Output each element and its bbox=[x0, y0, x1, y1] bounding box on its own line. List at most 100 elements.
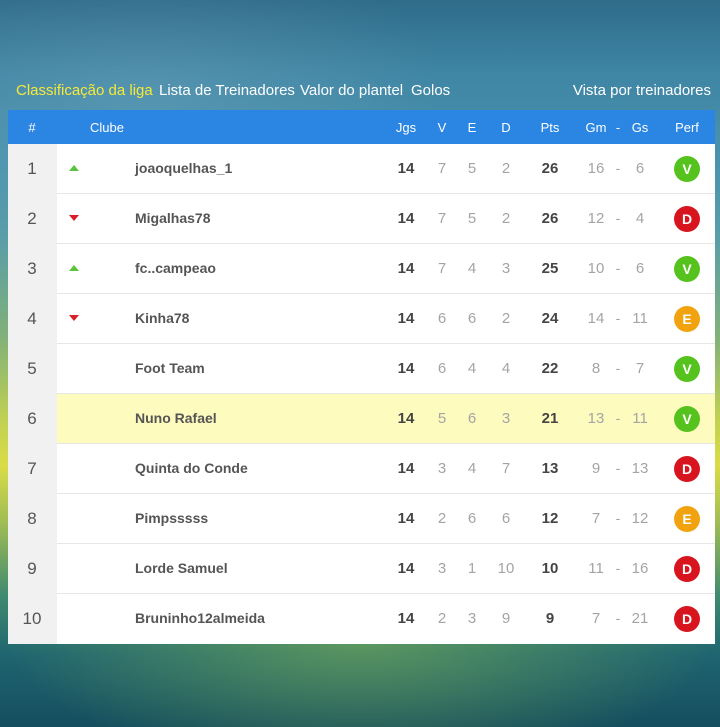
goals-separator: - bbox=[615, 260, 621, 276]
trend-down-icon bbox=[69, 315, 79, 321]
goals-for: 11 bbox=[588, 560, 604, 577]
rank-cell bbox=[8, 294, 57, 344]
games-played: 14 bbox=[397, 210, 415, 227]
table-row[interactable]: 5 Foot Team 14 6 4 4 22 8-7 V bbox=[8, 344, 715, 394]
table-row[interactable]: 2 Migalhas78 14 7 5 2 26 12-4 D bbox=[8, 194, 715, 244]
goals-separator: - bbox=[615, 160, 621, 176]
rank-number: 10 bbox=[22, 609, 42, 628]
table-row[interactable]: 9 Lorde Samuel 14 3 1 10 10 11-16 D bbox=[8, 544, 715, 594]
goals-against: 6 bbox=[635, 260, 645, 277]
table-row[interactable]: 6 Nuno Rafael 14 5 6 3 21 13-11 V bbox=[8, 394, 715, 444]
header-club: Clube bbox=[90, 120, 124, 135]
header-points: Pts bbox=[540, 120, 560, 135]
form-badge: D bbox=[674, 556, 700, 582]
trend-up-icon bbox=[69, 265, 79, 271]
points: 24 bbox=[541, 310, 559, 327]
rank-number: 8 bbox=[27, 509, 37, 528]
club-name[interactable]: Bruninho12almeida bbox=[135, 610, 265, 626]
goals-separator: - bbox=[615, 460, 621, 476]
games-played: 14 bbox=[397, 510, 415, 527]
points: 10 bbox=[541, 560, 559, 577]
highlight-background bbox=[57, 394, 715, 443]
points: 26 bbox=[541, 160, 559, 177]
club-name[interactable]: Lorde Samuel bbox=[135, 560, 228, 576]
view-by-coaches-link[interactable]: Vista por treinadores bbox=[572, 82, 711, 99]
points: 25 bbox=[541, 260, 559, 277]
losses: 7 bbox=[501, 460, 511, 477]
tab-league-standings[interactable]: Classificação da liga bbox=[16, 82, 153, 99]
points: 9 bbox=[545, 610, 555, 627]
draws: 1 bbox=[467, 560, 477, 577]
games-played: 14 bbox=[397, 260, 415, 277]
wins: 7 bbox=[437, 260, 447, 277]
header-separator: - bbox=[615, 120, 621, 135]
league-nav: Classificação da liga Lista de Treinador… bbox=[0, 82, 720, 102]
form-badge: V bbox=[674, 356, 700, 382]
club-name[interactable]: Nuno Rafael bbox=[135, 410, 217, 426]
draws: 4 bbox=[467, 260, 477, 277]
form-badge: E bbox=[674, 506, 700, 532]
wins: 7 bbox=[437, 160, 447, 177]
losses: 2 bbox=[501, 210, 511, 227]
table-row[interactable]: 3 fc..campeao 14 7 4 3 25 10-6 V bbox=[8, 244, 715, 294]
club-name[interactable]: fc..campeao bbox=[135, 260, 216, 276]
club-name[interactable]: Migalhas78 bbox=[135, 210, 211, 226]
club-name[interactable]: Quinta do Conde bbox=[135, 460, 248, 476]
goals-for: 7 bbox=[591, 510, 601, 527]
table-row[interactable]: 4 Kinha78 14 6 6 2 24 14-11 E bbox=[8, 294, 715, 344]
wins: 3 bbox=[437, 460, 447, 477]
wins: 3 bbox=[437, 560, 447, 577]
losses: 6 bbox=[501, 510, 511, 527]
points: 26 bbox=[541, 210, 559, 227]
games-played: 14 bbox=[397, 310, 415, 327]
rank-cell bbox=[8, 444, 57, 494]
form-badge: V bbox=[674, 406, 700, 432]
goals-for: 16 bbox=[587, 160, 605, 177]
losses: 4 bbox=[501, 360, 511, 377]
tab-squad-value[interactable]: Valor do plantel bbox=[300, 82, 404, 99]
rank-cell bbox=[8, 194, 57, 244]
rank-cell bbox=[8, 494, 57, 544]
form-badge: D bbox=[674, 606, 700, 632]
draws: 4 bbox=[467, 360, 477, 377]
form-badge: D bbox=[674, 206, 700, 232]
row-divider bbox=[57, 343, 715, 344]
games-played: 14 bbox=[397, 360, 415, 377]
form-badge: V bbox=[674, 256, 700, 282]
goals-separator: - bbox=[615, 410, 621, 426]
rank-number: 7 bbox=[27, 459, 37, 478]
header-goals-against: Gs bbox=[631, 120, 649, 135]
draws: 3 bbox=[467, 610, 477, 627]
row-divider bbox=[57, 293, 715, 294]
table-row[interactable]: 1 joaoquelhas_1 14 7 5 2 26 16-6 V bbox=[8, 144, 715, 194]
draws: 5 bbox=[467, 210, 477, 227]
points: 22 bbox=[541, 360, 559, 377]
table-row[interactable]: 10 Bruninho12almeida 14 2 3 9 9 7-21 D bbox=[8, 594, 715, 644]
games-played: 14 bbox=[397, 410, 415, 427]
wins: 6 bbox=[437, 310, 447, 327]
rank-number: 3 bbox=[27, 259, 37, 278]
wins: 6 bbox=[437, 360, 447, 377]
rank-cell bbox=[8, 244, 57, 294]
tab-coaches-list[interactable]: Lista de Treinadores bbox=[159, 82, 295, 99]
points: 13 bbox=[541, 460, 559, 477]
header-rank: # bbox=[28, 120, 36, 135]
row-divider bbox=[57, 193, 715, 194]
club-name[interactable]: Kinha78 bbox=[135, 310, 190, 326]
goals-against: 7 bbox=[635, 360, 645, 377]
table-row[interactable]: 8 Pimpsssss 14 2 6 6 12 7-12 E bbox=[8, 494, 715, 544]
goals-for: 14 bbox=[587, 310, 605, 327]
club-name[interactable]: Pimpsssss bbox=[135, 510, 209, 526]
losses: 2 bbox=[501, 160, 511, 177]
draws: 6 bbox=[467, 510, 477, 527]
table-header: # Clube Jgs V E D Pts Gm - Gs Perf bbox=[8, 110, 715, 144]
tab-goals[interactable]: Golos bbox=[411, 82, 451, 99]
rank-cell bbox=[8, 344, 57, 394]
club-name[interactable]: Foot Team bbox=[135, 360, 205, 376]
games-played: 14 bbox=[397, 610, 415, 627]
goals-separator: - bbox=[615, 210, 621, 226]
rank-number: 2 bbox=[27, 209, 37, 228]
standings-table: # Clube Jgs V E D Pts Gm - Gs Perf 1 joao… bbox=[8, 110, 715, 644]
club-name[interactable]: joaoquelhas_1 bbox=[135, 160, 233, 176]
table-row[interactable]: 7 Quinta do Conde 14 3 4 7 13 9-13 D bbox=[8, 444, 715, 494]
